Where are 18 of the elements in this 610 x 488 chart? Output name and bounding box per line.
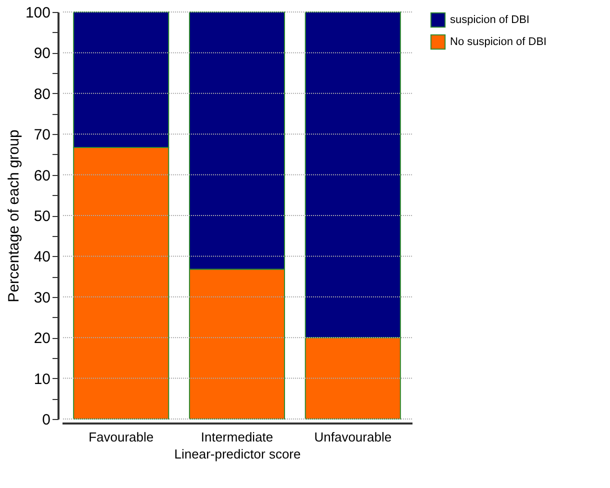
x-tick-label: Intermediate [200, 430, 274, 444]
y-tick-label: 80 [34, 86, 50, 103]
y-tick-label: 20 [34, 330, 50, 348]
x-axis-title: Linear-predictor score [174, 446, 301, 462]
y-tick-label: 100 [25, 4, 50, 22]
y-tick-label: 40 [34, 248, 50, 266]
y-axis-title: Percentage of each group [5, 130, 22, 302]
x-tick-label: Unfavourable [314, 430, 392, 444]
y-tick-label: 10 [34, 370, 50, 388]
legend-label: No suspicion of DBI [450, 36, 547, 48]
y-tick-label: 30 [34, 289, 50, 306]
y-tick-label: 60 [34, 167, 50, 184]
x-tick-label: Favourable [88, 430, 154, 444]
y-tick-label: 50 [34, 208, 50, 225]
y-tick-label: 70 [34, 126, 50, 144]
y-tick-label: 90 [34, 45, 50, 62]
legend-label: suspicion of DBI [450, 14, 530, 26]
y-tick-label: 0 [42, 412, 50, 428]
